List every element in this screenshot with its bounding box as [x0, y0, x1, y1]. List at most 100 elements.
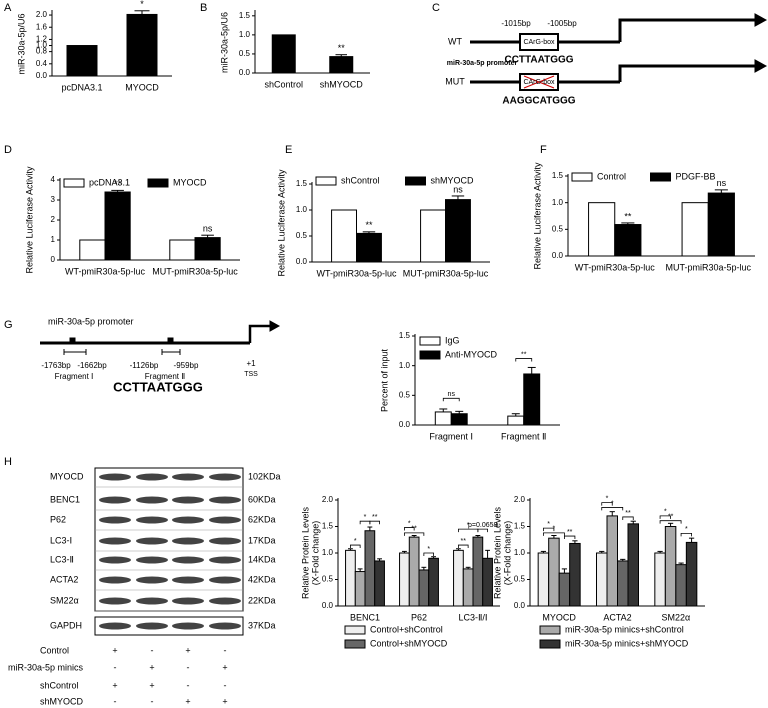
blot-row-label: LC3-Ⅰ: [50, 535, 72, 545]
bar: [675, 564, 687, 607]
blot-band: [136, 576, 168, 584]
blot-band: [99, 516, 131, 524]
significance: **: [567, 529, 573, 536]
legend-swatch: [571, 172, 593, 182]
bar: [104, 191, 131, 261]
condition-sign: -: [114, 696, 117, 706]
bar: [664, 526, 677, 607]
blot-band: [172, 597, 204, 605]
y-tick-label: 1.0: [36, 41, 48, 50]
y-tick-label: 1.5: [322, 522, 334, 531]
y-tick-label: 0: [51, 255, 56, 264]
significance-bracket: [442, 397, 460, 402]
y-tick-label: 1.5: [514, 522, 526, 531]
bar: [420, 209, 446, 263]
x-tick-label: shControl: [264, 79, 303, 89]
fragment-end: -959bp: [174, 361, 199, 370]
bar: [126, 13, 158, 77]
y-tick-label: 0.0: [296, 257, 308, 266]
legend-label: miR-30a-5p minics+shMYOCD: [565, 638, 689, 648]
blot-size-label: 60KDa: [248, 494, 276, 504]
blot-band: [99, 622, 131, 630]
y-tick-label: 3: [51, 195, 56, 204]
condition-label: shControl: [40, 680, 79, 690]
significance: ns: [448, 391, 456, 398]
significance: **: [114, 179, 122, 189]
x-tick-label: ACTA2: [603, 612, 631, 622]
y-axis-label: miR-30a-5p/U6: [219, 12, 229, 73]
x-tick-label: Fragment Ⅰ: [429, 431, 473, 441]
y-tick-label: 1.0: [552, 198, 564, 207]
blot-band: [209, 622, 241, 630]
significance-bracket: [458, 528, 479, 533]
significance: **: [461, 538, 467, 545]
fragment-end: -1662bp: [77, 361, 107, 370]
legend-label: MYOCD: [173, 177, 207, 187]
bar: [654, 552, 666, 607]
bar: [558, 572, 571, 607]
panel-label: C: [432, 2, 440, 14]
y-tick-label: 0.5: [239, 49, 251, 58]
y-axis-label: Relative Luciferase Activity: [24, 166, 34, 274]
bar: [707, 192, 735, 257]
blot-band: [136, 597, 168, 605]
significance: *: [685, 526, 688, 533]
y-tick-label: 2.0: [322, 495, 334, 504]
significance-bracket: [458, 544, 469, 549]
significance: *: [547, 521, 550, 528]
significance: **: [624, 211, 632, 221]
bar: [537, 552, 550, 607]
y-tick-label: 0.5: [514, 575, 526, 584]
significance: ns: [453, 184, 463, 194]
condition-sign: -: [151, 696, 154, 706]
significance: ns: [203, 224, 213, 234]
blot-band: [172, 537, 204, 545]
condition-sign: -: [224, 680, 227, 690]
wt-sequence: CCTTAATGGG: [504, 55, 573, 66]
blot-size-label: 102KDa: [248, 471, 281, 481]
tss-label: TSS: [244, 371, 258, 378]
panel-label: A: [4, 2, 12, 14]
y-tick-label: 4: [51, 175, 56, 184]
x-tick-label: WT-pmiR30a-5p-luc: [65, 266, 146, 276]
y-tick-label: 0.0: [36, 71, 48, 80]
y-tick-label: 1.0: [399, 361, 411, 370]
significance-bracket: [659, 515, 671, 519]
blot-row-label: LC3-Ⅱ: [50, 554, 74, 564]
bar: [445, 199, 471, 263]
bar: [399, 552, 410, 607]
x-tick-label: WT-pmiR30a-5p-luc: [316, 268, 397, 278]
condition-sign: +: [149, 680, 154, 690]
legend-label: Control+shMYOCD: [370, 638, 448, 648]
blot-band: [172, 556, 204, 564]
blot-band: [99, 537, 131, 545]
bar: [329, 56, 354, 74]
bar: [507, 415, 525, 426]
y-tick-label: 1: [51, 235, 56, 244]
significance: **: [668, 514, 674, 521]
condition-sign: +: [112, 680, 117, 690]
bar: [271, 34, 296, 74]
y-axis-label: Relative Luciferase Activity: [276, 169, 286, 277]
blot-row-label: ACTA2: [50, 574, 78, 584]
legend-swatch: [63, 178, 85, 188]
significance-bracket: [350, 544, 361, 549]
y-tick-label: 0.5: [552, 224, 564, 233]
significance: *: [408, 520, 411, 527]
panel-label: D: [4, 144, 12, 156]
legend-label: IgG: [445, 335, 460, 345]
bar: [428, 557, 439, 607]
x-tick-label: WT-pmiR30a-5p-luc: [575, 262, 656, 272]
condition-label: miR-30a-5p minics: [8, 662, 84, 672]
significance-bracket: [680, 532, 692, 537]
position-label: -1015bp: [501, 19, 531, 28]
fragment-start: -1763bp: [41, 361, 71, 370]
bar: [569, 542, 581, 607]
significance: *: [611, 500, 614, 507]
x-tick-label: Fragment Ⅱ: [501, 431, 546, 441]
blot-band: [209, 473, 241, 481]
blot-band: [172, 473, 204, 481]
significance-bracket: [543, 527, 555, 532]
bar: [548, 537, 560, 607]
